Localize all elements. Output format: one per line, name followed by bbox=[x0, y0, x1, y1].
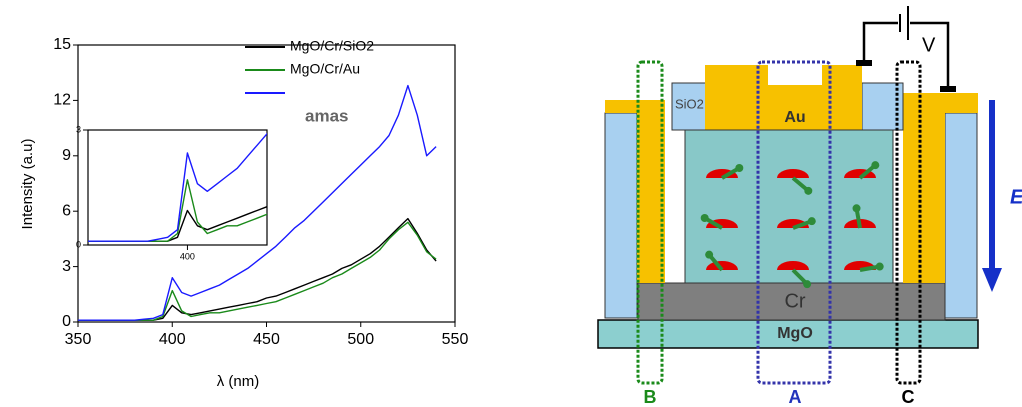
spin-arrow-head bbox=[807, 217, 816, 226]
y-tick-label: 0 bbox=[76, 239, 81, 249]
y-tick-label: 9 bbox=[62, 147, 71, 164]
y-axis-label: Intensity (a.u) bbox=[19, 139, 36, 230]
spin-arrow-head bbox=[875, 262, 884, 271]
wire bbox=[862, 21, 898, 62]
device-diagram: V SiO2 Au Cr MgO B A C E bbox=[597, 6, 1022, 407]
spin-arrow-head bbox=[803, 280, 812, 289]
spin-arrow-head bbox=[735, 164, 744, 172]
spectrum-chart: λ (nm) Intensity (a.u) 350 400 450 500 55003… bbox=[19, 36, 469, 390]
spin-arrow-head bbox=[705, 250, 714, 259]
particles bbox=[700, 161, 884, 289]
spin-arrow-head bbox=[804, 186, 813, 195]
region-label: C bbox=[902, 387, 915, 407]
legend-label: amas bbox=[305, 106, 348, 125]
region-c bbox=[895, 60, 922, 385]
particle bbox=[777, 169, 809, 178]
layer-label: MgO bbox=[777, 325, 813, 342]
x-tick-label: 450 bbox=[253, 331, 280, 348]
spin-arrow-head bbox=[700, 214, 709, 222]
contact bbox=[940, 86, 956, 92]
x-tick-label: 400 bbox=[159, 331, 186, 348]
layer-label: SiO2 bbox=[675, 96, 704, 111]
layer-label: Cr bbox=[784, 290, 805, 312]
region-label: A bbox=[789, 387, 802, 407]
region-b bbox=[636, 60, 664, 385]
gold-left bbox=[605, 100, 665, 283]
legend-label: MgO/Cr/SiO2 bbox=[290, 38, 374, 54]
spin-arrow-head bbox=[871, 161, 880, 170]
x-axis-label: λ (nm) bbox=[217, 373, 260, 390]
y-tick-label: 3 bbox=[76, 124, 81, 134]
particle bbox=[777, 261, 809, 270]
region-a bbox=[756, 60, 832, 385]
x-tick-label: 550 bbox=[442, 331, 469, 348]
y-tick-label: 12 bbox=[53, 92, 71, 109]
x-tick-label: 500 bbox=[347, 331, 374, 348]
gold-top bbox=[705, 65, 862, 130]
voltage-label: V bbox=[922, 34, 936, 56]
gold-right bbox=[903, 93, 978, 283]
series-group bbox=[78, 84, 437, 321]
series-group bbox=[88, 132, 267, 242]
series-line bbox=[88, 132, 267, 242]
y-tick-label: 3 bbox=[62, 258, 71, 275]
wire bbox=[910, 21, 950, 88]
field-label: E bbox=[1010, 186, 1022, 208]
field-arrow-head bbox=[982, 268, 1002, 292]
sio2-block bbox=[861, 82, 904, 131]
y-tick-label: 6 bbox=[62, 202, 71, 219]
y-tick-label: 15 bbox=[53, 36, 71, 53]
spin-arrow-head bbox=[852, 204, 861, 213]
sio2-pillar bbox=[944, 112, 978, 319]
x-tick-label: 400 bbox=[180, 252, 195, 262]
x-tick-label: 350 bbox=[65, 331, 92, 348]
region-label: B bbox=[644, 387, 657, 407]
series-line bbox=[78, 84, 437, 321]
layer-label: Au bbox=[784, 109, 805, 126]
y-tick-label: 0 bbox=[62, 313, 71, 330]
sio2-pillar bbox=[604, 112, 638, 319]
legend-label: MgO/Cr/Au bbox=[290, 61, 360, 77]
contact bbox=[856, 60, 872, 66]
